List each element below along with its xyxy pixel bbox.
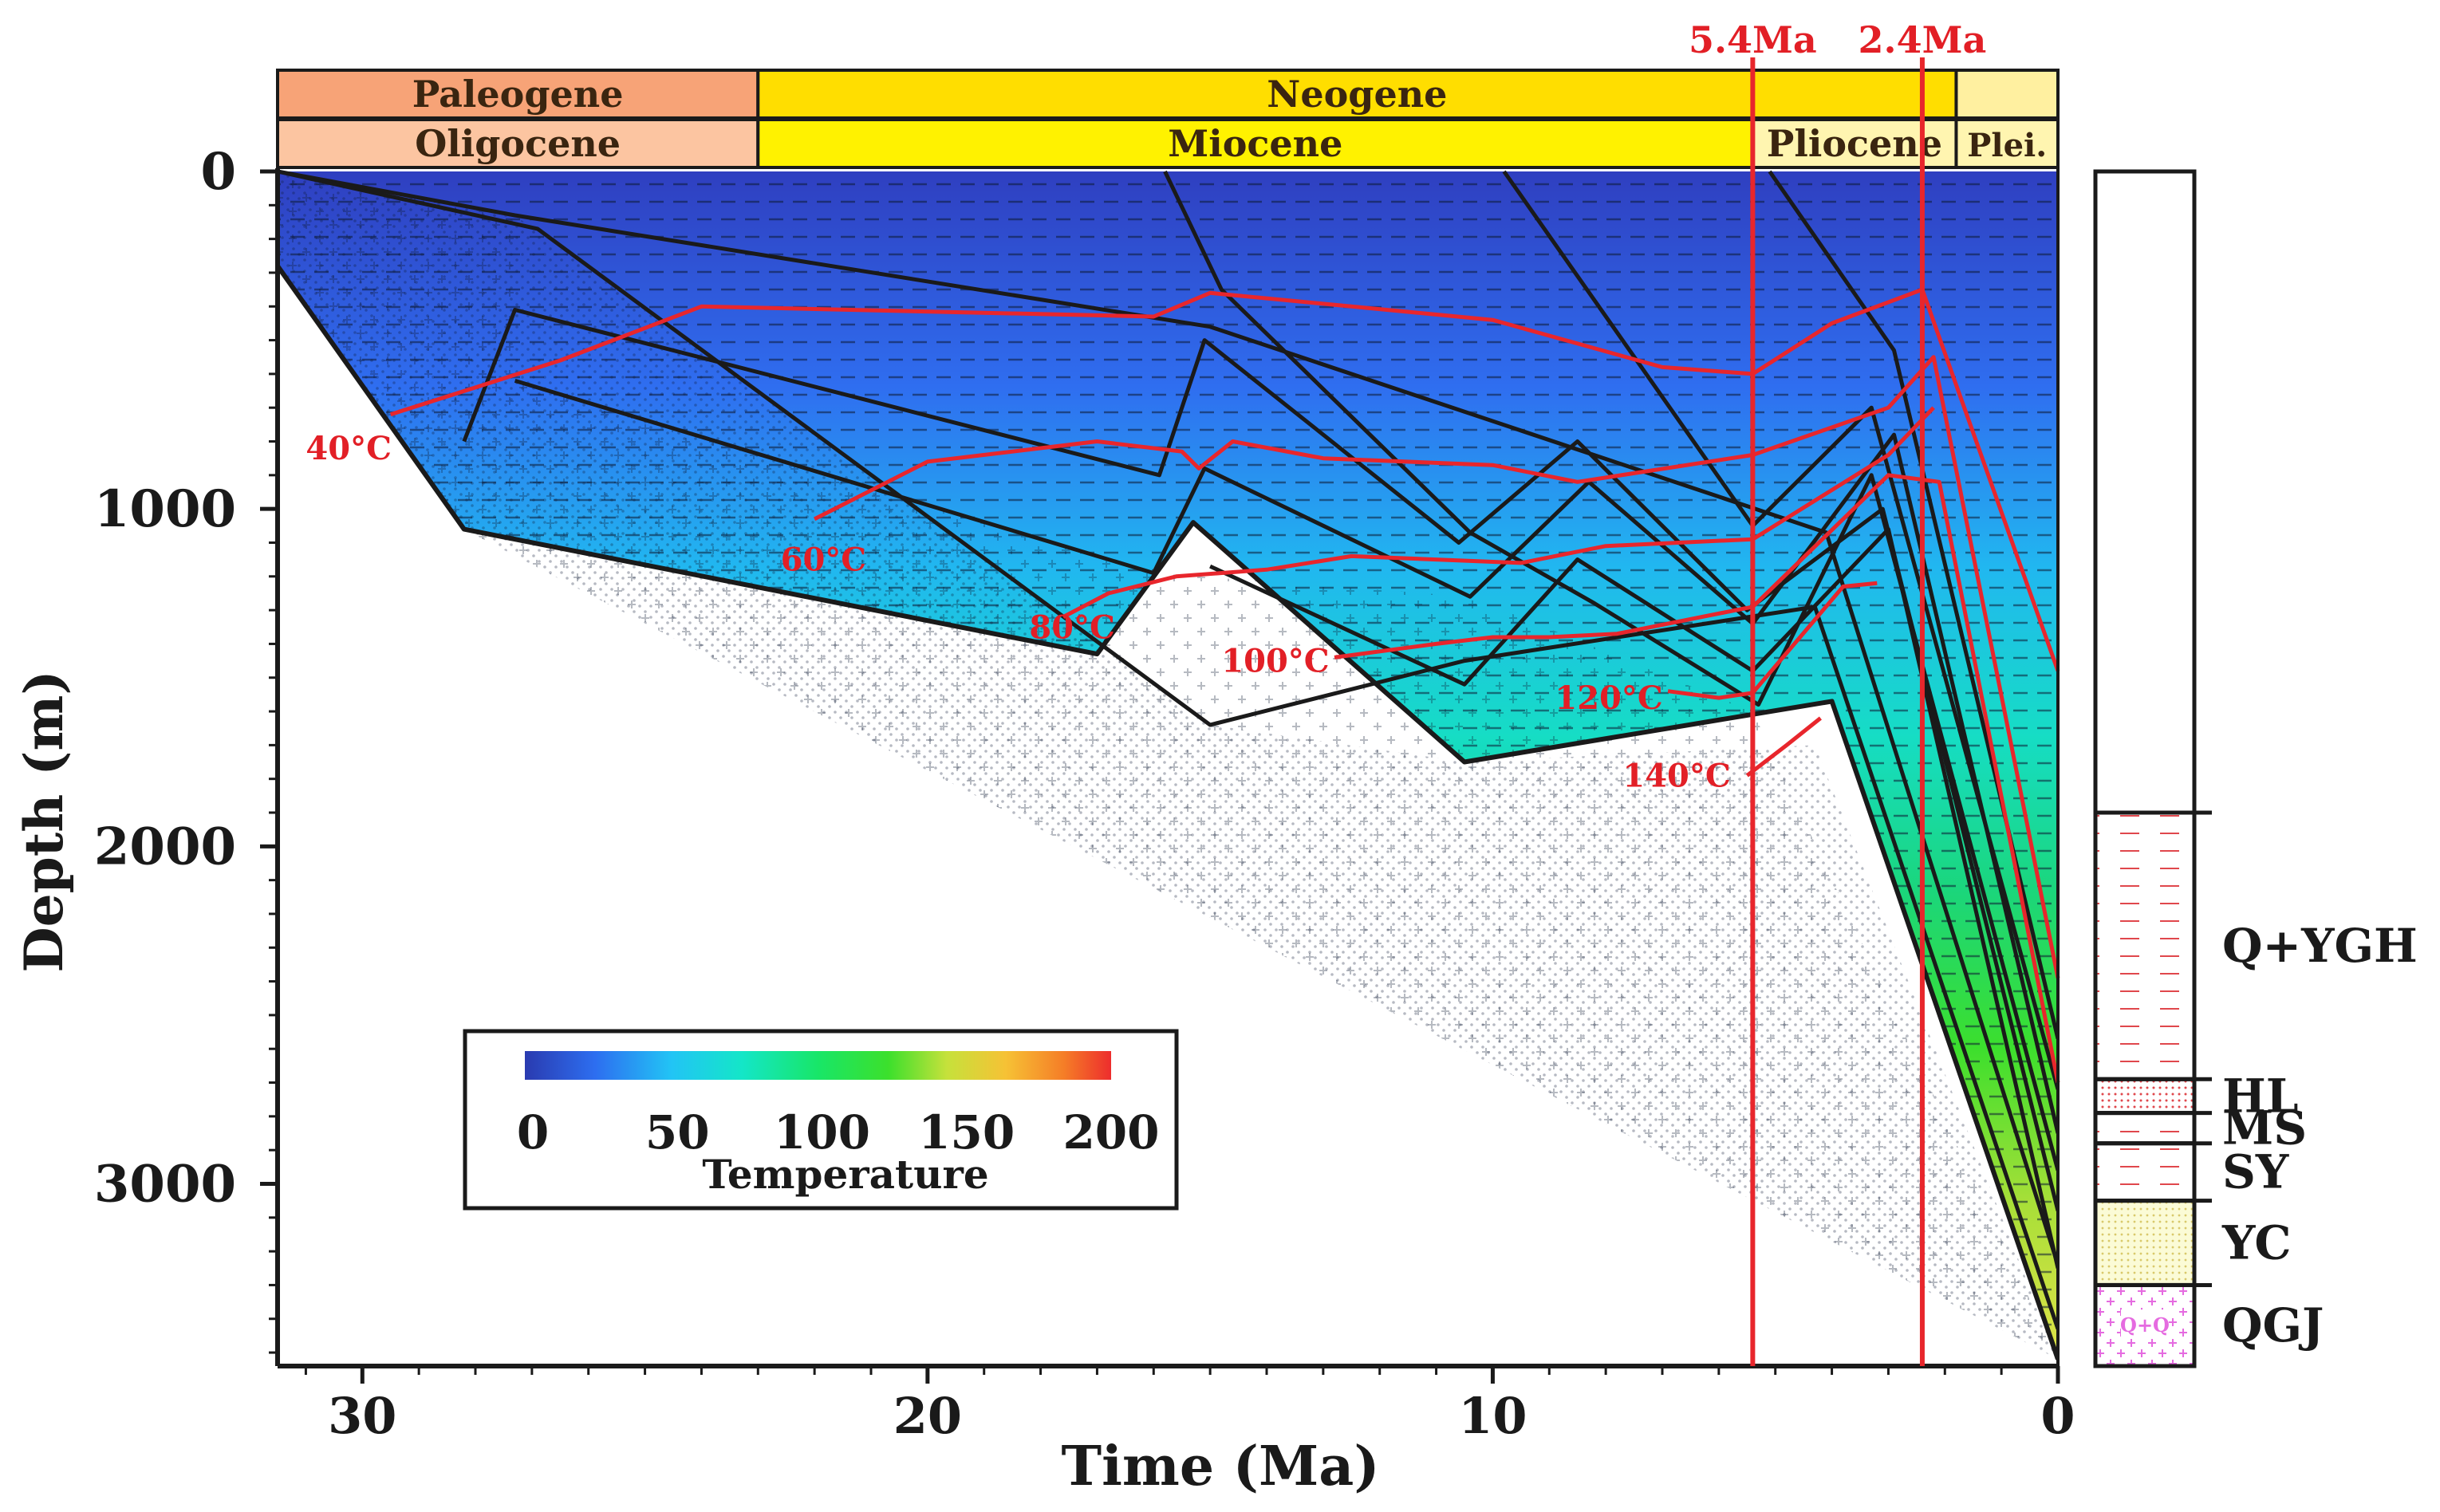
y-tick-label-2: 2000 (94, 817, 236, 876)
colorbar-tick-label-0: 0 (517, 1105, 549, 1160)
isotherm-label-3: 100°C (1221, 643, 1329, 680)
isotherm-line-1 (813, 355, 2060, 978)
x-axis-title: Time (Ma) (1061, 1435, 1379, 1498)
lith-label-6: QGJ (2222, 1298, 2324, 1353)
granite-texture (278, 171, 2058, 1360)
basement-line (278, 264, 2058, 1360)
burial-line-5 (1163, 170, 2058, 1171)
colorbar-legend: 0 50 100 150 200 Temperature (463, 1029, 1179, 1211)
lith-label-1: Q+YGH (2222, 919, 2418, 973)
temperature-field (278, 171, 2058, 1360)
lith-unit-0 (2093, 169, 2197, 815)
burial-line-0 (278, 169, 2058, 1266)
x-tick-label-3: 0 (2040, 1387, 2075, 1445)
colorbar-tick-label-4: 200 (1062, 1105, 1159, 1160)
lith-unit-3 (2093, 1111, 2197, 1146)
x-tick-label-1: 20 (893, 1387, 962, 1445)
colorbar-title: Temperature (702, 1151, 988, 1198)
lith-unit-4 (2093, 1141, 2197, 1203)
lith-unit-5 (2093, 1199, 2197, 1287)
x-tick-label-0: 30 (328, 1387, 396, 1445)
isotherms: 40°C 60°C 80°C 100°C 120°C 140°C (305, 287, 2060, 1083)
time-marker-label-1: 2.4Ma (1859, 18, 1987, 61)
x-tick-label-2: 10 (1458, 1387, 1527, 1445)
epoch-label-1: Miocene (1168, 122, 1342, 165)
period-band-0 (276, 69, 760, 120)
epoch-band-0 (276, 118, 760, 169)
isotherm-line-2 (1062, 406, 1935, 619)
y-tick-label-1: 1000 (94, 479, 236, 539)
lith-label-5: YC (2221, 1216, 2292, 1270)
lith-label-2: HL (2222, 1069, 2299, 1123)
colorbar-ticks: 0 50 100 150 200 (517, 1105, 1160, 1160)
epoch-label-2: Pliocene (1767, 122, 1942, 165)
colorbar-tick-label-3: 150 (918, 1105, 1015, 1160)
lith-label-4: SY (2222, 1145, 2289, 1199)
time-markers: 5.4Ma 2.4Ma (1689, 18, 1986, 1366)
isotherm-line-5 (1745, 716, 1822, 778)
lith-unit-1 (2093, 810, 2197, 1081)
isotherm-line-0 (389, 287, 2060, 672)
isotherm-label-4: 120°C (1555, 679, 1662, 717)
burial-lines (278, 169, 2058, 1360)
isotherm-label-0: 40°C (305, 430, 392, 467)
isotherm-label-1: 60°C (781, 541, 867, 579)
y-axis-title: Depth (m) (13, 670, 75, 972)
colorbar-gradient (525, 1051, 1111, 1080)
burial-line-6 (1502, 170, 2058, 1090)
isotherm-label-5: 140°C (1622, 757, 1730, 794)
lith-unit-2 (2093, 1077, 2197, 1116)
burial-line-1 (278, 169, 2058, 1330)
period-band-2 (1954, 69, 2060, 120)
isotherm-label-2: 80°C (1029, 608, 1115, 646)
period-label-1: Neogene (1267, 73, 1447, 116)
geologic-timescale-header: Paleogene Neogene Oligocene Miocene Pliocene… (276, 69, 2060, 169)
epoch-label-0: Oligocene (415, 122, 621, 165)
y-tick-label-0: 0 (200, 142, 236, 202)
lith-label-3: MS (2222, 1101, 2307, 1156)
period-label-0: Paleogene (412, 73, 624, 116)
time-marker-label-0: 5.4Ma (1689, 18, 1817, 61)
epoch-label-3: Plei. (1967, 127, 2047, 164)
burial-line-4 (1209, 527, 2058, 1269)
colorbar-tick-label-1: 50 (645, 1105, 710, 1160)
colorbar-tick-label-2: 100 (774, 1105, 870, 1160)
y-tick-label-3: 3000 (94, 1154, 236, 1214)
lith-texture-bg (2121, 1309, 2169, 1337)
lith-texture-label: Q+Q (2120, 1313, 2170, 1337)
